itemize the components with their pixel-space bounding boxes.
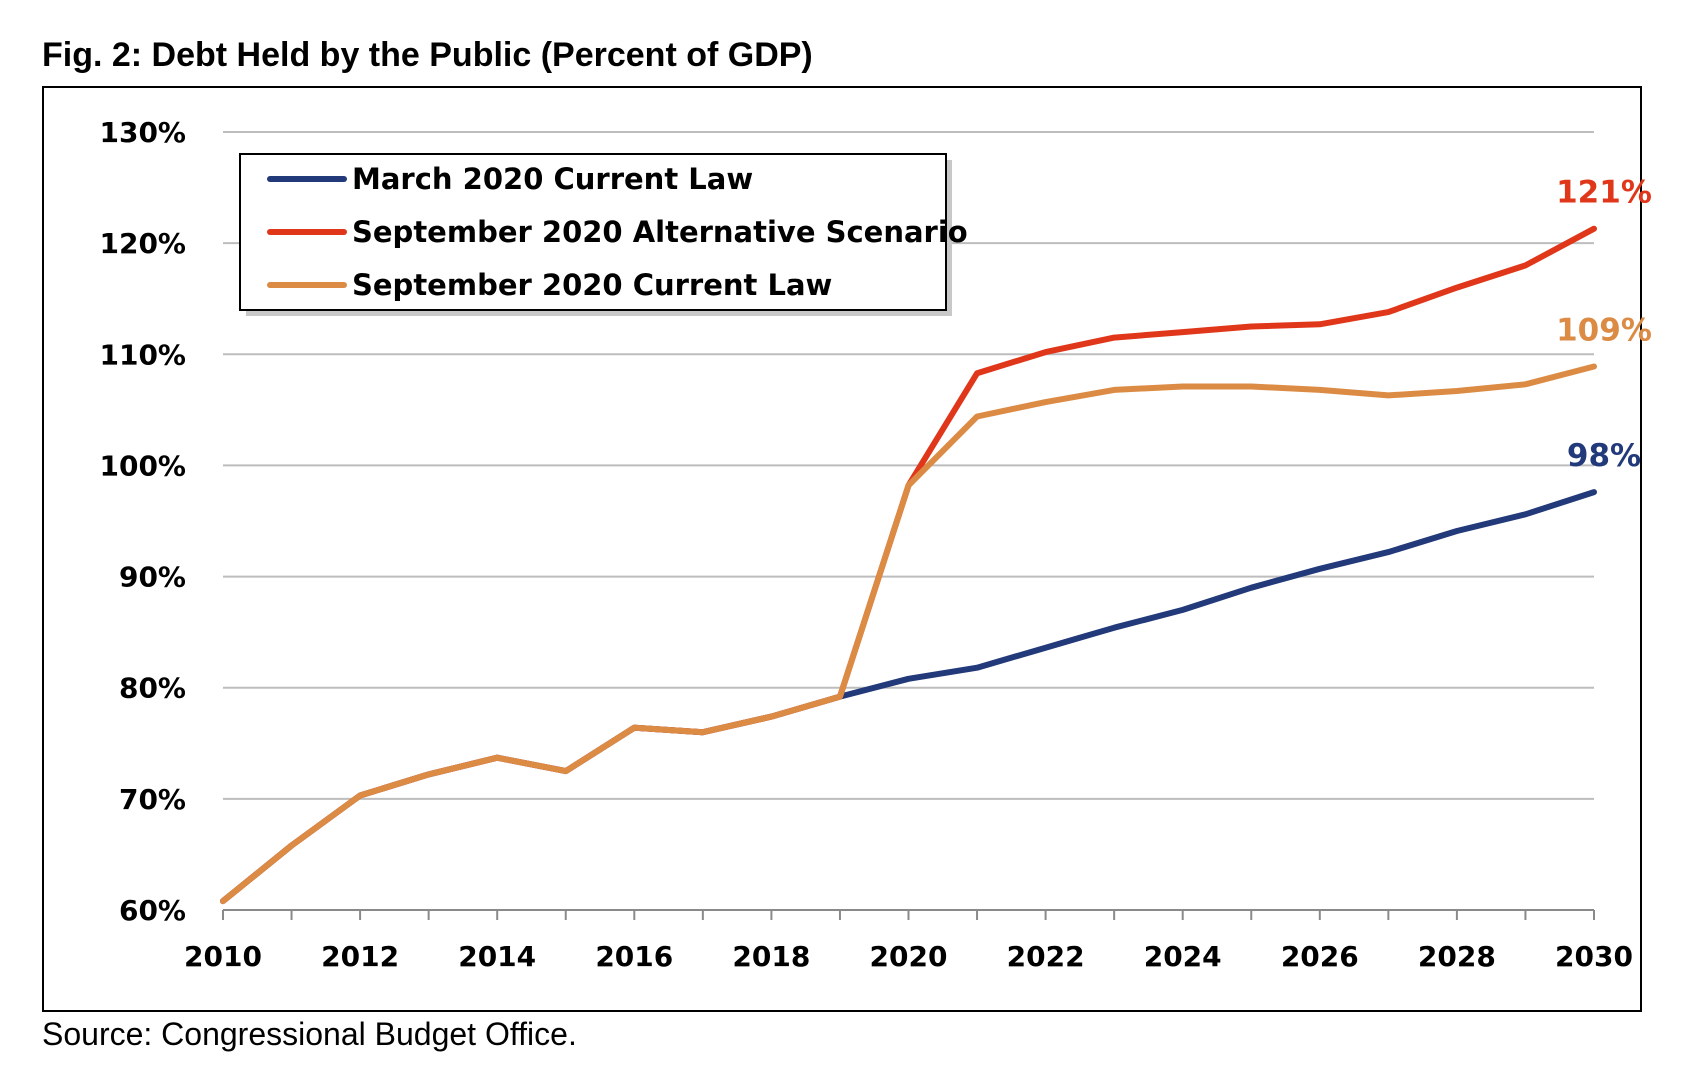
end-label: 121% <box>1556 175 1652 211</box>
legend: March 2020 Current Law September 2020 Alt… <box>239 153 968 316</box>
end-label: 109% <box>1556 313 1652 349</box>
end-labels: 98% 121% 109% <box>1556 175 1652 474</box>
axes: 60% 70% 80% 90% 100% 110% 120% 130% 2010 2012 2014… <box>99 116 1632 973</box>
y-tick-label: 100% <box>99 449 186 482</box>
legend-label: September 2020 Alternative Scenario <box>352 215 968 249</box>
x-tick-label: 2010 <box>184 940 262 973</box>
chart-title: Fig. 2: Debt Held by the Public (Percent… <box>42 36 813 74</box>
x-tick-label: 2012 <box>321 940 399 973</box>
y-tick-label: 90% <box>119 561 186 594</box>
x-tick-label: 2020 <box>870 940 948 973</box>
legend-label: March 2020 Current Law <box>352 162 753 196</box>
x-tick-label: 2022 <box>1007 940 1085 973</box>
x-tick-label: 2014 <box>458 940 536 973</box>
x-tick-label: 2016 <box>595 940 673 973</box>
y-tick-label: 120% <box>99 227 186 260</box>
legend-box <box>239 153 947 311</box>
legend-label: September 2020 Current Law <box>352 268 832 302</box>
series-line <box>220 489 1597 905</box>
series-lines <box>220 225 1597 905</box>
x-tick-label: 2024 <box>1144 940 1222 973</box>
end-label: 98% <box>1567 438 1641 474</box>
chart-frame <box>42 86 1642 1012</box>
y-tick-label: 70% <box>119 783 186 816</box>
source-note: Source: Congressional Budget Office. <box>42 1016 577 1052</box>
x-tick-label: 2018 <box>732 940 810 973</box>
y-tick-label: 80% <box>119 672 186 705</box>
x-tick-label: 2028 <box>1418 940 1496 973</box>
series-line <box>220 363 1597 905</box>
y-tick-label: 60% <box>119 894 186 927</box>
x-tick-label: 2026 <box>1281 940 1359 973</box>
y-tick-label: 110% <box>99 338 186 371</box>
y-tick-label: 130% <box>99 116 186 149</box>
series-line <box>220 225 1597 905</box>
x-tick-label: 2030 <box>1555 940 1633 973</box>
